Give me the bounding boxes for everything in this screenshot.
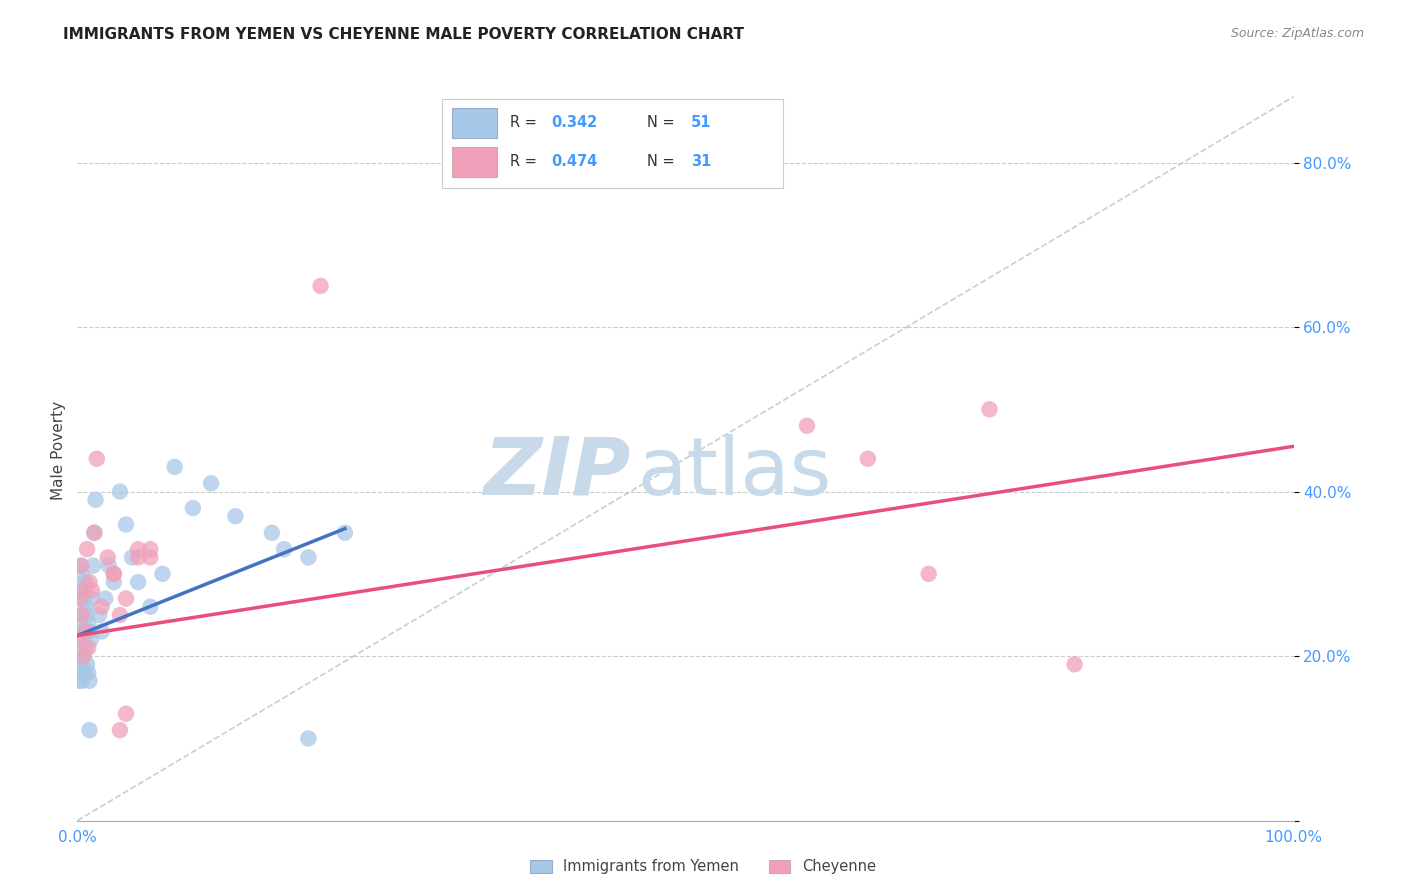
Point [139, 599, 162, 614]
Point [79, 723, 101, 738]
Point [67, 673, 90, 688]
Point [70, 607, 93, 622]
Point [67, 616, 90, 631]
Point [273, 542, 295, 557]
Point [67, 649, 90, 664]
Point [70, 566, 93, 581]
Point [856, 451, 879, 466]
Point [83, 525, 105, 540]
Point [103, 566, 125, 581]
Point [69, 632, 91, 647]
Point [139, 542, 162, 557]
Point [115, 517, 138, 532]
Legend: Immigrants from Yemen, Cheyenne: Immigrants from Yemen, Cheyenne [524, 854, 882, 880]
Point [69, 583, 91, 598]
Point [76, 542, 98, 557]
Point [181, 501, 204, 516]
Point [76, 657, 98, 672]
Point [80, 583, 103, 598]
Point [139, 550, 162, 565]
Point [76, 607, 98, 622]
Point [82, 558, 104, 573]
Point [127, 550, 149, 565]
Point [72, 591, 94, 606]
Point [69, 665, 91, 680]
Text: Source: ZipAtlas.com: Source: ZipAtlas.com [1230, 27, 1364, 40]
Point [77, 665, 100, 680]
Point [70, 624, 93, 639]
Point [84, 492, 107, 507]
Point [80, 632, 103, 647]
Point [73, 624, 96, 639]
Point [80, 591, 103, 606]
Point [73, 665, 96, 680]
Point [127, 542, 149, 557]
Point [75, 624, 97, 639]
Point [103, 575, 125, 590]
Point [94, 591, 117, 606]
Point [979, 402, 1001, 417]
Point [297, 731, 319, 746]
Point [108, 607, 131, 622]
Point [918, 566, 941, 581]
Point [72, 649, 94, 664]
Point [75, 640, 97, 655]
Point [297, 550, 319, 565]
Point [69, 591, 91, 606]
Point [115, 591, 138, 606]
Point [70, 673, 93, 688]
Text: atlas: atlas [637, 434, 831, 512]
Point [86, 451, 108, 466]
Point [97, 558, 120, 573]
Point [333, 525, 356, 540]
Point [260, 525, 283, 540]
Point [73, 575, 96, 590]
Point [90, 599, 112, 614]
Point [70, 607, 93, 622]
Point [90, 624, 112, 639]
Point [200, 476, 222, 491]
Point [108, 723, 131, 738]
Point [75, 599, 97, 614]
Point [70, 558, 93, 573]
Point [72, 649, 94, 664]
Point [70, 558, 93, 573]
Point [115, 706, 138, 721]
Point [70, 657, 93, 672]
Point [309, 279, 332, 293]
Point [152, 566, 174, 581]
Point [83, 525, 105, 540]
Point [163, 459, 186, 474]
Point [77, 616, 100, 631]
Point [108, 484, 131, 499]
Point [1063, 657, 1085, 672]
Point [77, 640, 100, 655]
Text: IMMIGRANTS FROM YEMEN VS CHEYENNE MALE POVERTY CORRELATION CHART: IMMIGRANTS FROM YEMEN VS CHEYENNE MALE P… [63, 27, 744, 42]
Point [79, 673, 101, 688]
Point [796, 418, 818, 433]
Point [79, 624, 101, 639]
Y-axis label: Male Poverty: Male Poverty [51, 401, 66, 500]
Point [121, 550, 143, 565]
Point [103, 566, 125, 581]
Point [127, 575, 149, 590]
Point [67, 632, 90, 647]
Point [97, 550, 120, 565]
Point [224, 509, 246, 524]
Text: ZIP: ZIP [484, 434, 631, 512]
Point [79, 575, 101, 590]
Point [73, 583, 96, 598]
Point [89, 607, 111, 622]
